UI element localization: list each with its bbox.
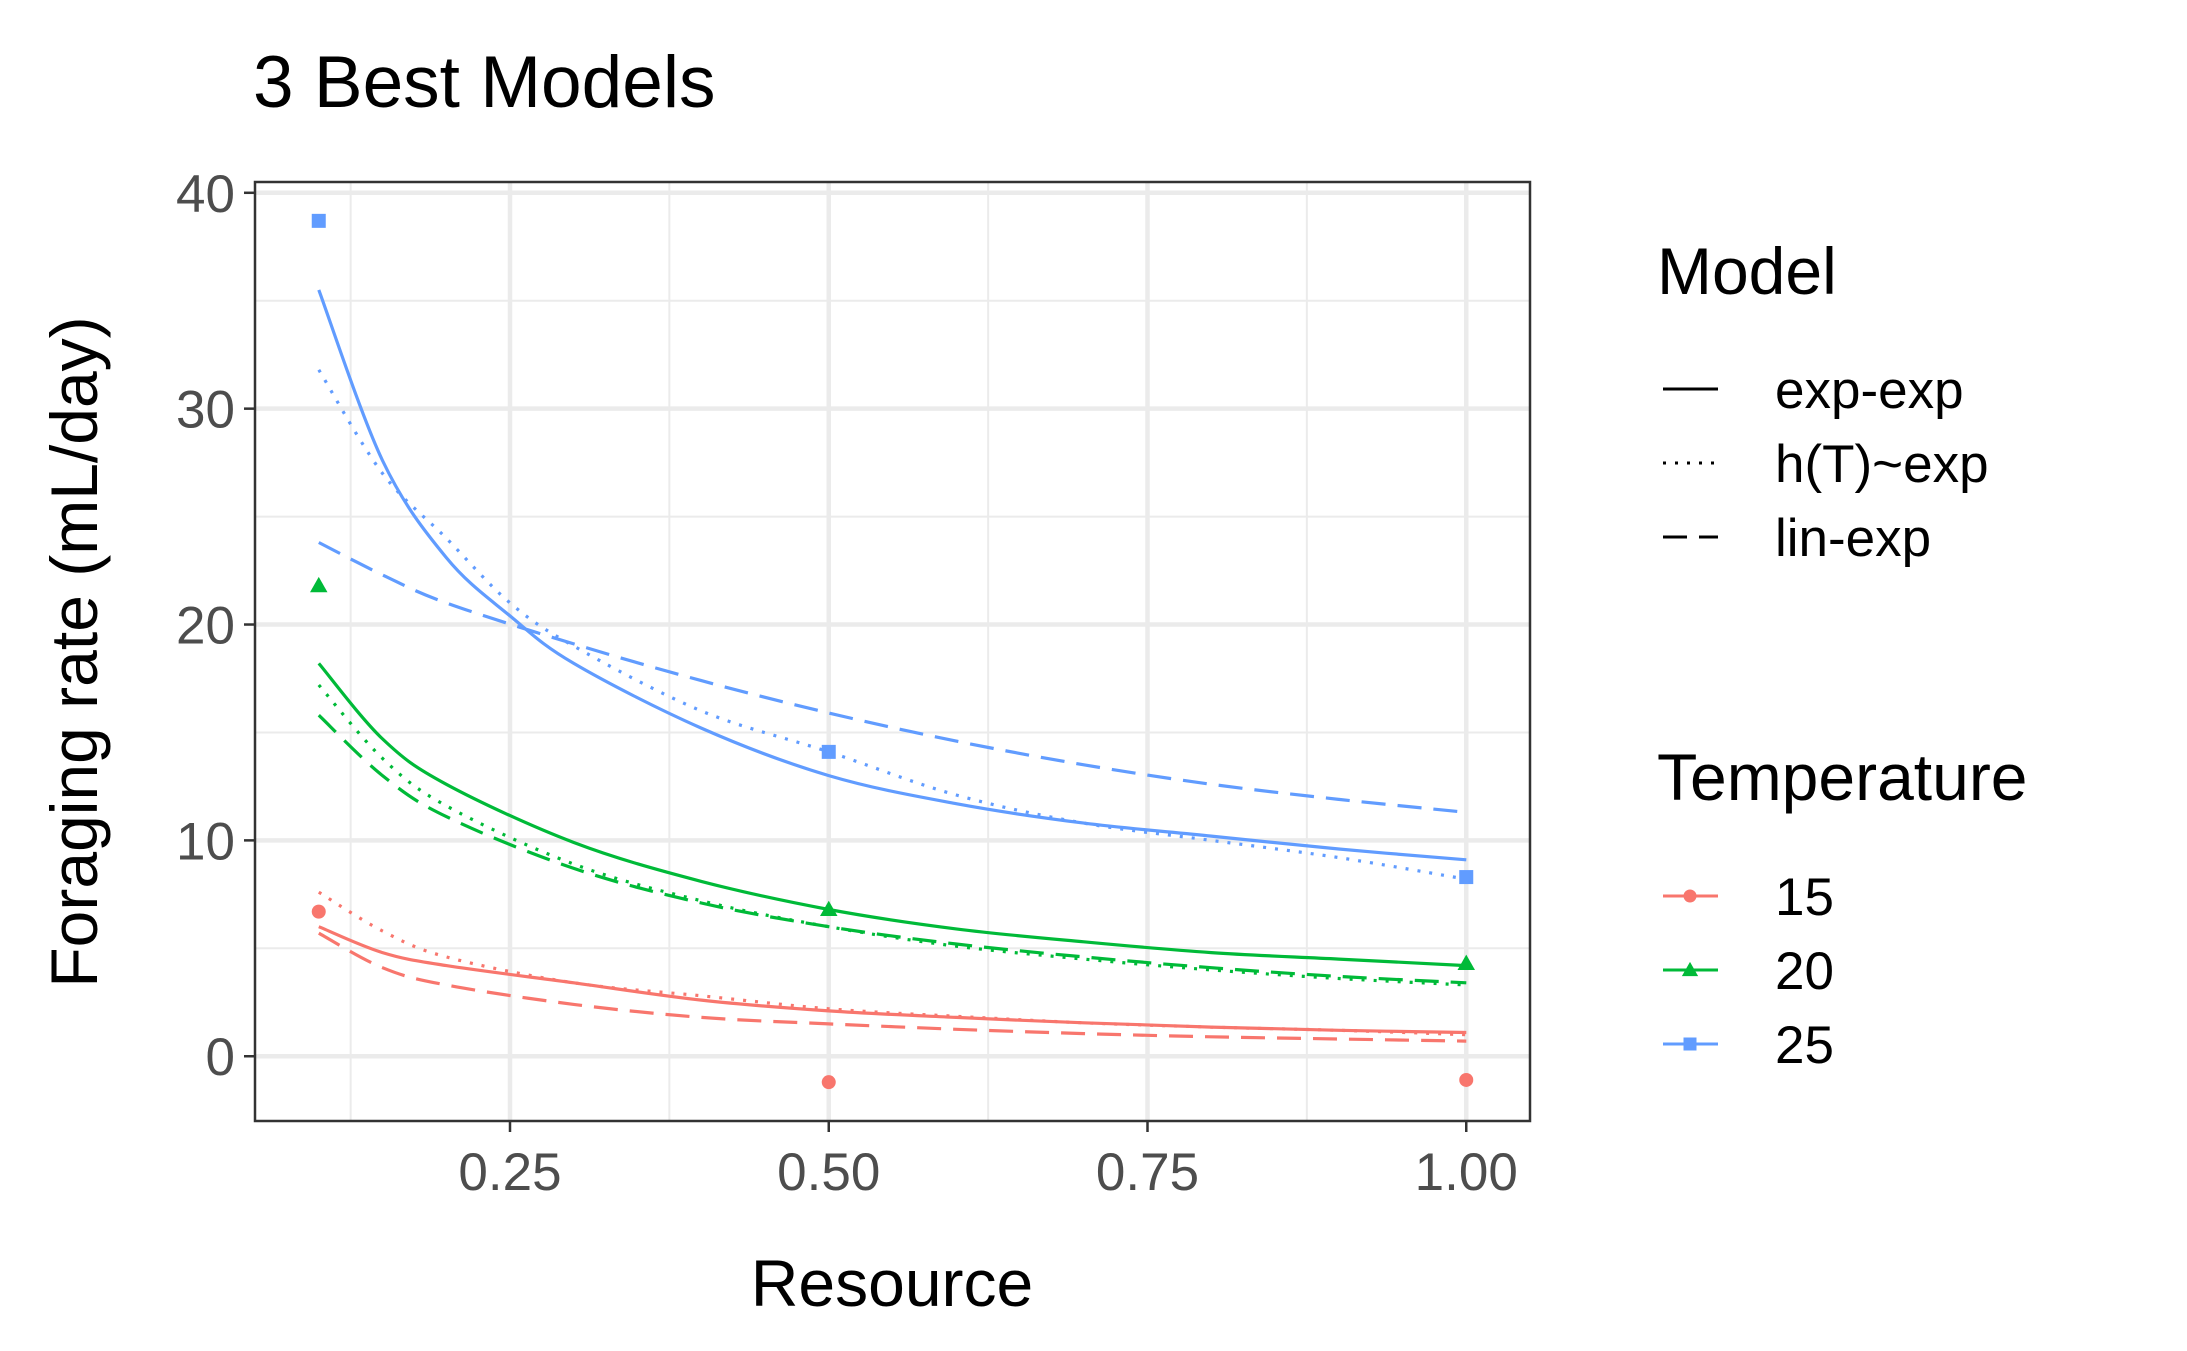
y-tick-label: 0 [206, 1028, 235, 1087]
data-point-15 [311, 904, 326, 919]
legend-model-entries: exp-exp h(T)~exp lin-exp [1663, 361, 1989, 568]
series-line-25-dashed [318, 541, 1467, 814]
chart-title: 3 Best Models [253, 42, 716, 123]
y-tick-label: 40 [176, 165, 235, 224]
legend-key-marker-15 [1683, 889, 1697, 903]
data-point-15 [1459, 1072, 1474, 1087]
legend-key-marker-20 [1681, 961, 1699, 977]
series-line-20-solid [317, 662, 1467, 968]
y-axis-label: Foraging rate (mL/day) [37, 316, 111, 987]
data-point-25 [1459, 870, 1474, 885]
legend-model: Model exp-exp h(T)~exp lin-exp [1657, 234, 1989, 568]
points-layer [310, 213, 1475, 1090]
legend-key-marker-25 [1683, 1037, 1697, 1051]
x-axis-label: Resource [751, 1246, 1033, 1320]
plot-panel-border [253, 180, 1532, 1123]
legend-temperature-entries: 15 20 25 [1663, 868, 1834, 1075]
x-tick-label: 1.00 [1415, 1143, 1518, 1202]
data-point-20 [1457, 954, 1475, 970]
legend-label: lin-exp [1775, 509, 1931, 568]
series-line-20-dashed [317, 714, 1467, 985]
y-tick-label: 30 [176, 381, 235, 440]
x-tick-label: 0.25 [458, 1143, 561, 1202]
data-point-25 [311, 213, 326, 228]
grid-minor [255, 182, 1530, 1121]
data-point-15 [821, 1075, 836, 1090]
series-line-15-dotted [317, 890, 1467, 1037]
series-layer [317, 289, 1467, 1043]
series-line-15-dashed [318, 931, 1467, 1043]
legend-label: 15 [1775, 868, 1834, 927]
y-tick-label: 20 [176, 597, 235, 656]
y-axis: 0 10 20 30 40 [176, 165, 255, 1087]
x-tick-label: 0.75 [1096, 1143, 1199, 1202]
data-point-25 [821, 744, 836, 759]
data-point-20 [310, 576, 328, 593]
legend-temperature-title: Temperature [1657, 740, 2028, 814]
legend-temperature: Temperature 15 20 25 [1657, 740, 2028, 1075]
legend-model-title: Model [1657, 234, 1837, 308]
legend-label: h(T)~exp [1775, 435, 1989, 494]
legend-label: 25 [1775, 1016, 1834, 1075]
x-tick-label: 0.50 [777, 1143, 880, 1202]
legend-label: 20 [1775, 942, 1834, 1001]
x-axis: 0.25 0.50 0.75 1.00 [458, 1121, 1518, 1202]
y-tick-label: 10 [176, 812, 235, 871]
legend-label: exp-exp [1775, 361, 1964, 420]
data-point-20 [820, 900, 838, 917]
series-line-25-solid [317, 289, 1467, 862]
